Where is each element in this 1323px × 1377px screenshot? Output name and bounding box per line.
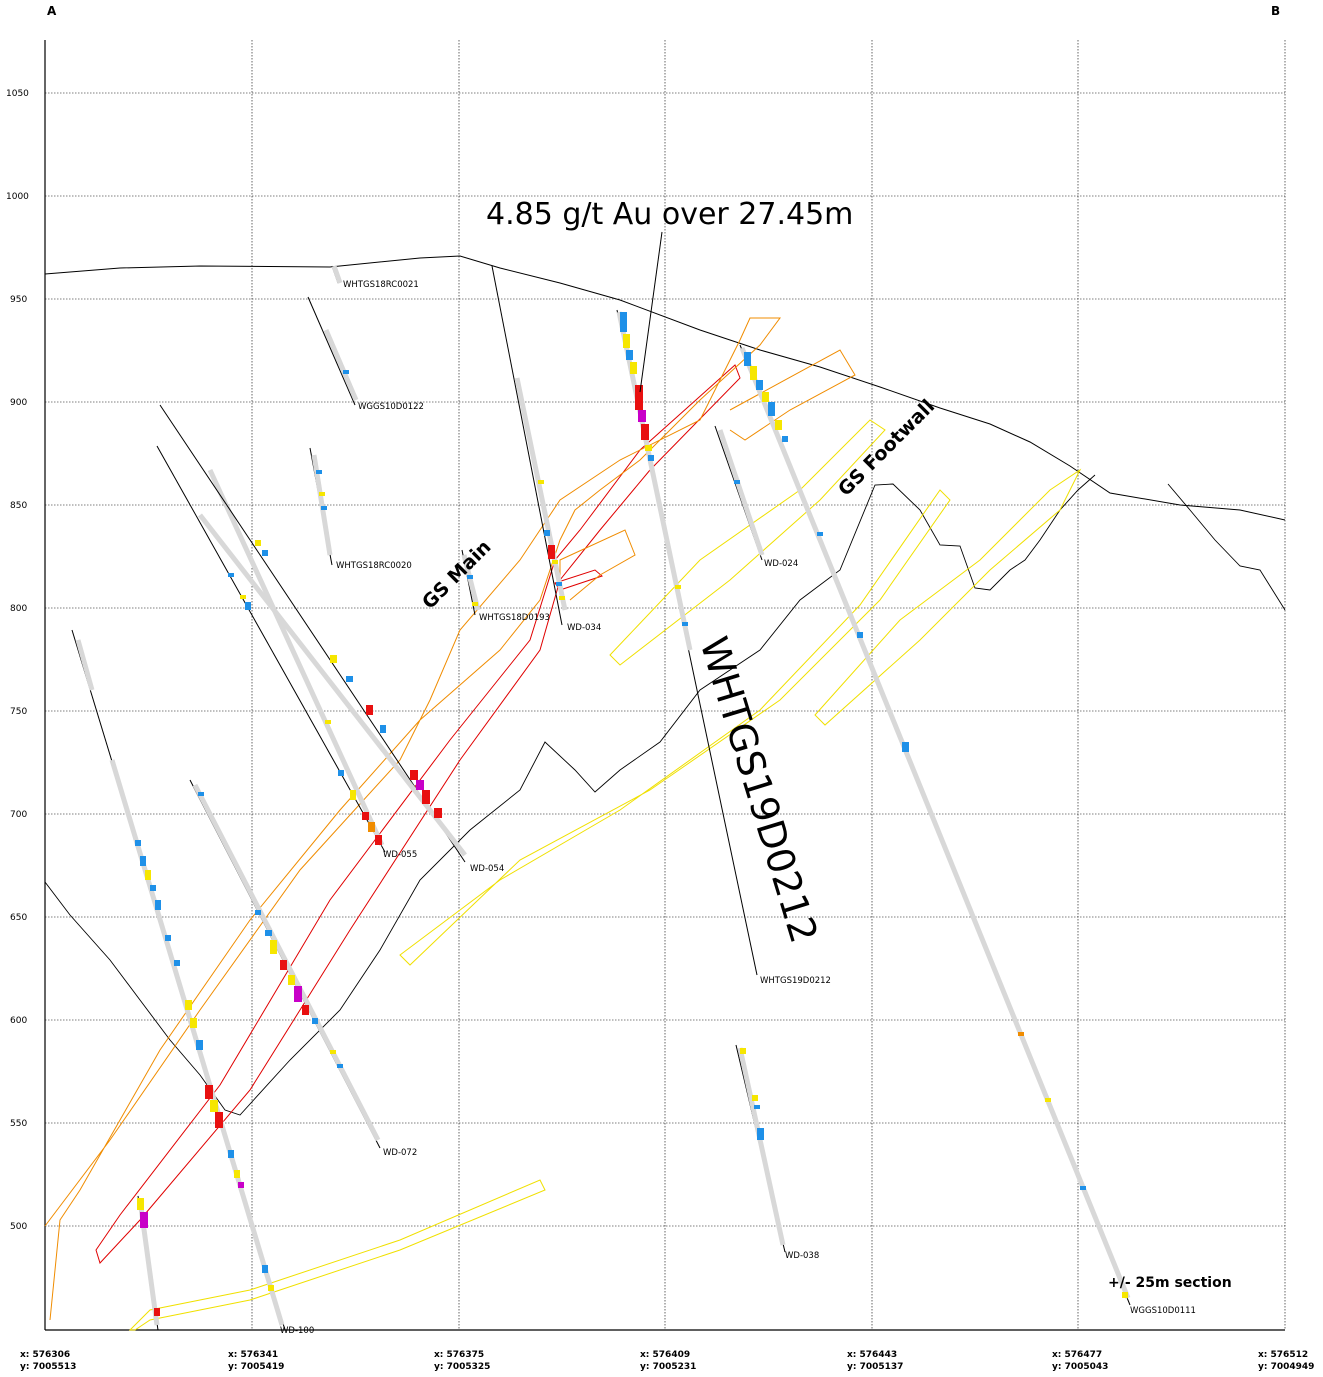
hole-label: WHTGS18RC0021 <box>343 280 419 290</box>
section-width-note: +/- 25m section <box>1108 1275 1232 1291</box>
coord-x: x: 576306 <box>20 1350 70 1360</box>
callout-leader <box>639 231 663 393</box>
coord-y: y: 7005325 <box>434 1362 490 1372</box>
coord-y: y: 7004949 <box>1258 1362 1314 1372</box>
elevation-tick: 850 <box>10 501 27 511</box>
coord-y: y: 7005043 <box>1052 1362 1108 1372</box>
hole-label: WGGS10D0111 <box>1130 1306 1196 1316</box>
hole-label: WHTGS19D0212 <box>760 976 831 986</box>
coord-x: x: 576375 <box>434 1350 484 1360</box>
outline-yellow-zone <box>128 419 1082 1331</box>
elevation-tick: 650 <box>10 913 27 923</box>
elevation-tick: 500 <box>10 1222 27 1232</box>
topography-line <box>44 255 1286 521</box>
hole-label: WD-034 <box>567 623 601 633</box>
elevation-tick: 1050 <box>6 89 29 99</box>
coord-y: y: 7005513 <box>20 1362 76 1372</box>
outline-orange-zone <box>44 317 856 1321</box>
elevation-tick: 1000 <box>6 192 29 202</box>
intercept-callout: 4.85 g/t Au over 27.45m <box>486 197 853 232</box>
hole-label: WHTGS18RC0020 <box>336 561 412 571</box>
section-start-label: A <box>47 4 57 18</box>
hole-label: WD-100 <box>280 1326 314 1336</box>
elevation-tick: 950 <box>10 295 27 305</box>
coord-x: x: 576341 <box>228 1350 278 1360</box>
drill-hole-labels: WHTGS18RC0021 WGGS10D0122 WHTGS18RC0020 … <box>280 280 1196 1336</box>
section-end-label: B <box>1271 4 1280 18</box>
coord-y: y: 7005137 <box>847 1362 903 1372</box>
coordinate-axis: x: 576306 y: 7005513 x: 576341 y: 700541… <box>20 1350 1314 1372</box>
hole-label: WHTGS18D0193 <box>479 613 550 623</box>
grid <box>45 40 1285 1330</box>
lithology-contacts <box>44 474 1286 1116</box>
hole-label: WD-038 <box>785 1251 819 1261</box>
coord-y: y: 7005419 <box>228 1362 284 1372</box>
plot-frame <box>44 40 1286 1331</box>
coord-x: x: 576443 <box>847 1350 897 1360</box>
elevation-tick: 900 <box>10 398 27 408</box>
hole-label: WD-072 <box>383 1148 417 1158</box>
coord-x: x: 576512 <box>1258 1350 1308 1360</box>
elevation-axis: 1050 1000 950 900 850 800 750 700 650 60… <box>6 89 29 1232</box>
hole-label: WD-054 <box>470 864 504 874</box>
coord-y: y: 7005231 <box>640 1362 696 1372</box>
elevation-tick: 550 <box>10 1119 27 1129</box>
elevation-tick: 750 <box>10 707 27 717</box>
elevation-tick: 700 <box>10 810 27 820</box>
elevation-tick: 800 <box>10 604 27 614</box>
hole-label: WGGS10D0122 <box>358 402 424 412</box>
featured-hole-label: WHTGS19D0212 <box>691 632 826 948</box>
coord-x: x: 576409 <box>640 1350 690 1360</box>
hole-label: WD-055 <box>383 850 417 860</box>
drill-traces <box>71 265 1131 1331</box>
hole-label: WD-024 <box>764 559 798 569</box>
coord-x: x: 576477 <box>1052 1350 1102 1360</box>
elevation-tick: 600 <box>10 1016 27 1026</box>
